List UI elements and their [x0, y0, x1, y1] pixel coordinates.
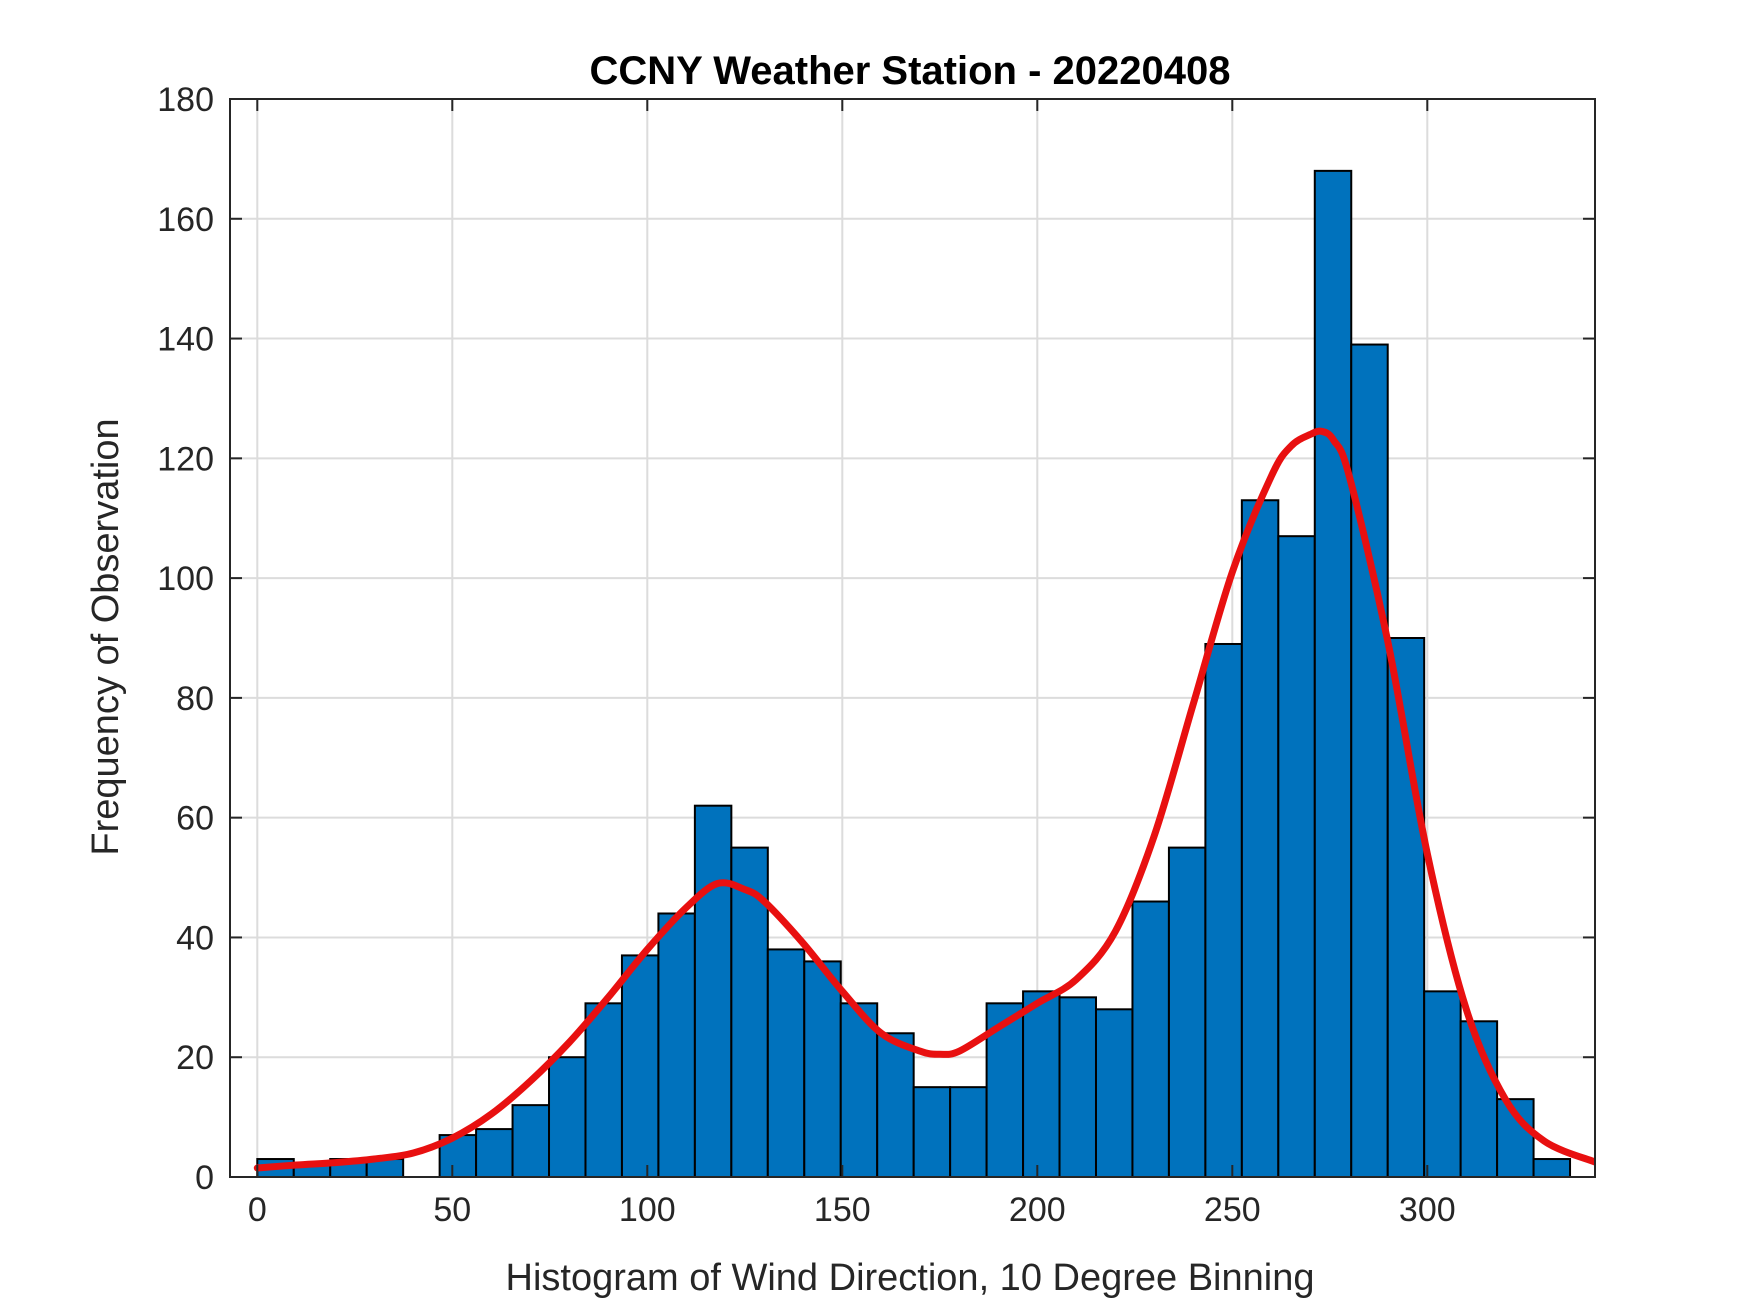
- x-tick-label: 150: [814, 1191, 871, 1229]
- x-tick-label: 50: [433, 1191, 471, 1229]
- histogram-bar: [949, 1086, 988, 1178]
- y-tick-label: 80: [176, 680, 214, 718]
- histogram-bar: [1094, 1008, 1134, 1178]
- fit-curve: [253, 427, 1595, 1172]
- y-tick-label: 0: [195, 1159, 214, 1197]
- histogram-bar: [803, 960, 842, 1179]
- y-tick-label: 40: [176, 919, 214, 957]
- histogram-bar: [1350, 343, 1389, 1178]
- y-tick-label: 60: [176, 800, 214, 838]
- x-tick-label: 300: [1399, 1191, 1456, 1229]
- histogram-bar: [1131, 900, 1170, 1178]
- histogram-bar: [876, 1032, 915, 1179]
- histogram-bar: [1167, 846, 1207, 1178]
- histogram-bar: [657, 912, 696, 1178]
- y-tick-label: 120: [157, 440, 214, 478]
- histogram-bar: [1277, 535, 1316, 1178]
- fit-curve-layer: [253, 427, 1595, 1172]
- y-tick-label: 100: [157, 560, 214, 598]
- y-axis-label: Frequency of Observation: [85, 418, 127, 855]
- y-tick-label: 160: [157, 201, 214, 239]
- x-tick-label: 250: [1204, 1191, 1261, 1229]
- histogram-bar: [548, 1056, 587, 1178]
- y-tick-label: 180: [157, 81, 214, 119]
- x-tick-label: 0: [248, 1191, 267, 1229]
- ticks: 0 50 100 150 200 250 300 0 20 40 60 80 100 120 140 160 1…: [157, 81, 1595, 1229]
- axes-box: [229, 98, 1596, 1178]
- histogram-bar: [1313, 169, 1353, 1179]
- histogram-bar: [1204, 642, 1243, 1178]
- histogram-bar: [912, 1086, 952, 1178]
- histogram-bar: [511, 1104, 551, 1178]
- histogram-bar: [766, 948, 806, 1179]
- histogram-bar: [1423, 990, 1462, 1178]
- histogram-bar: [1240, 499, 1280, 1178]
- x-axis-label: Histogram of Wind Direction, 10 Degree B…: [506, 1257, 1315, 1299]
- histogram-bar: [1532, 1158, 1572, 1178]
- histogram-bar: [475, 1128, 514, 1178]
- y-tick-label: 140: [157, 321, 214, 359]
- histogram-bar: [620, 954, 660, 1179]
- histogram-bar: [1022, 990, 1061, 1178]
- x-tick-label: 200: [1009, 1191, 1066, 1229]
- histogram-bar: [693, 804, 733, 1178]
- bars: [256, 169, 1572, 1179]
- histogram-bar: [1058, 996, 1097, 1178]
- y-tick-label: 20: [176, 1039, 214, 1077]
- histogram-bar: [1386, 637, 1426, 1178]
- x-tick-label: 100: [619, 1191, 676, 1229]
- histogram-bar: [584, 1002, 623, 1178]
- histogram-bar: [839, 1002, 879, 1178]
- chart-title: CCNY Weather Station - 20220408: [590, 49, 1231, 93]
